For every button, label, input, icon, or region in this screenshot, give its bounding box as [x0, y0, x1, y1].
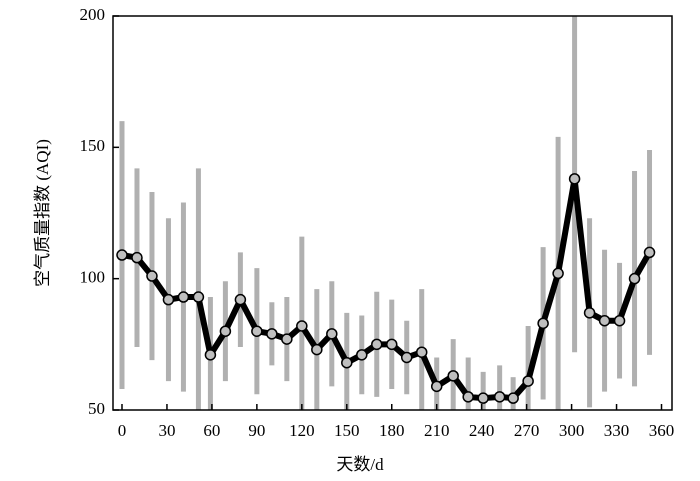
marker [311, 343, 323, 356]
marker [400, 351, 413, 364]
x-tick-label: 60 [203, 421, 220, 440]
marker [177, 291, 190, 303]
y-tick-label: 150 [80, 136, 106, 155]
marker [371, 338, 383, 351]
marker [281, 333, 293, 345]
marker [296, 320, 308, 332]
y-tick-label: 100 [80, 268, 106, 287]
marker [493, 391, 506, 403]
x-axis-label: 天数/d [336, 455, 384, 474]
marker [537, 317, 549, 330]
marker [116, 249, 128, 261]
marker [204, 349, 217, 361]
y-axis-label: 空气质量指数 (AQI) [33, 139, 52, 287]
marker [415, 346, 428, 358]
marker [598, 314, 611, 327]
marker [266, 328, 278, 340]
marker [613, 314, 626, 327]
marker [341, 356, 353, 369]
marker [447, 370, 459, 382]
marker [131, 251, 143, 264]
marker [430, 380, 443, 393]
series-line [121, 175, 653, 402]
y-tick-label: 50 [88, 399, 105, 418]
marker [219, 325, 232, 337]
x-tick-label: 30 [158, 421, 175, 440]
x-tick-label: 240 [469, 421, 495, 440]
marker [568, 173, 581, 185]
y-tick-label: 200 [80, 5, 106, 24]
marker [386, 338, 398, 351]
marker [583, 307, 596, 319]
error-bars [119, 16, 653, 410]
marker [552, 267, 564, 280]
x-tick-label: 180 [379, 421, 405, 440]
marker [146, 270, 158, 282]
marker [522, 375, 534, 387]
marker [192, 291, 205, 303]
x-tick-label: 0 [118, 421, 127, 440]
x-tick-label: 210 [424, 421, 450, 440]
x-tick-label: 90 [248, 421, 265, 440]
marker [477, 392, 489, 404]
marker [628, 272, 641, 285]
marker [326, 328, 338, 340]
marker [251, 325, 263, 337]
x-tick-label: 270 [514, 421, 540, 440]
x-tick-label: 120 [289, 421, 315, 440]
marker [462, 391, 474, 403]
x-tick-label: 150 [334, 421, 360, 440]
x-tick-label: 300 [559, 421, 585, 440]
marker [162, 293, 175, 306]
marker [507, 392, 519, 404]
marker [643, 246, 656, 259]
x-tick-label: 360 [649, 421, 675, 440]
marker [234, 293, 247, 306]
x-tick-label: 330 [604, 421, 630, 440]
marker [356, 349, 368, 361]
